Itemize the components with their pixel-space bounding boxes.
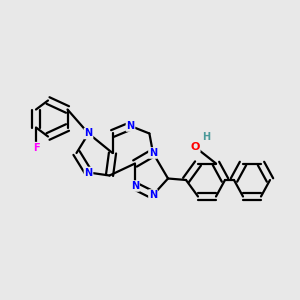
Text: O: O <box>190 142 200 152</box>
Text: F: F <box>33 142 39 153</box>
Text: N: N <box>126 121 135 131</box>
Text: N: N <box>84 128 93 139</box>
Text: H: H <box>202 132 210 142</box>
Text: N: N <box>131 181 139 191</box>
Text: N: N <box>149 148 157 158</box>
Text: N: N <box>84 167 93 178</box>
Text: N: N <box>149 190 157 200</box>
